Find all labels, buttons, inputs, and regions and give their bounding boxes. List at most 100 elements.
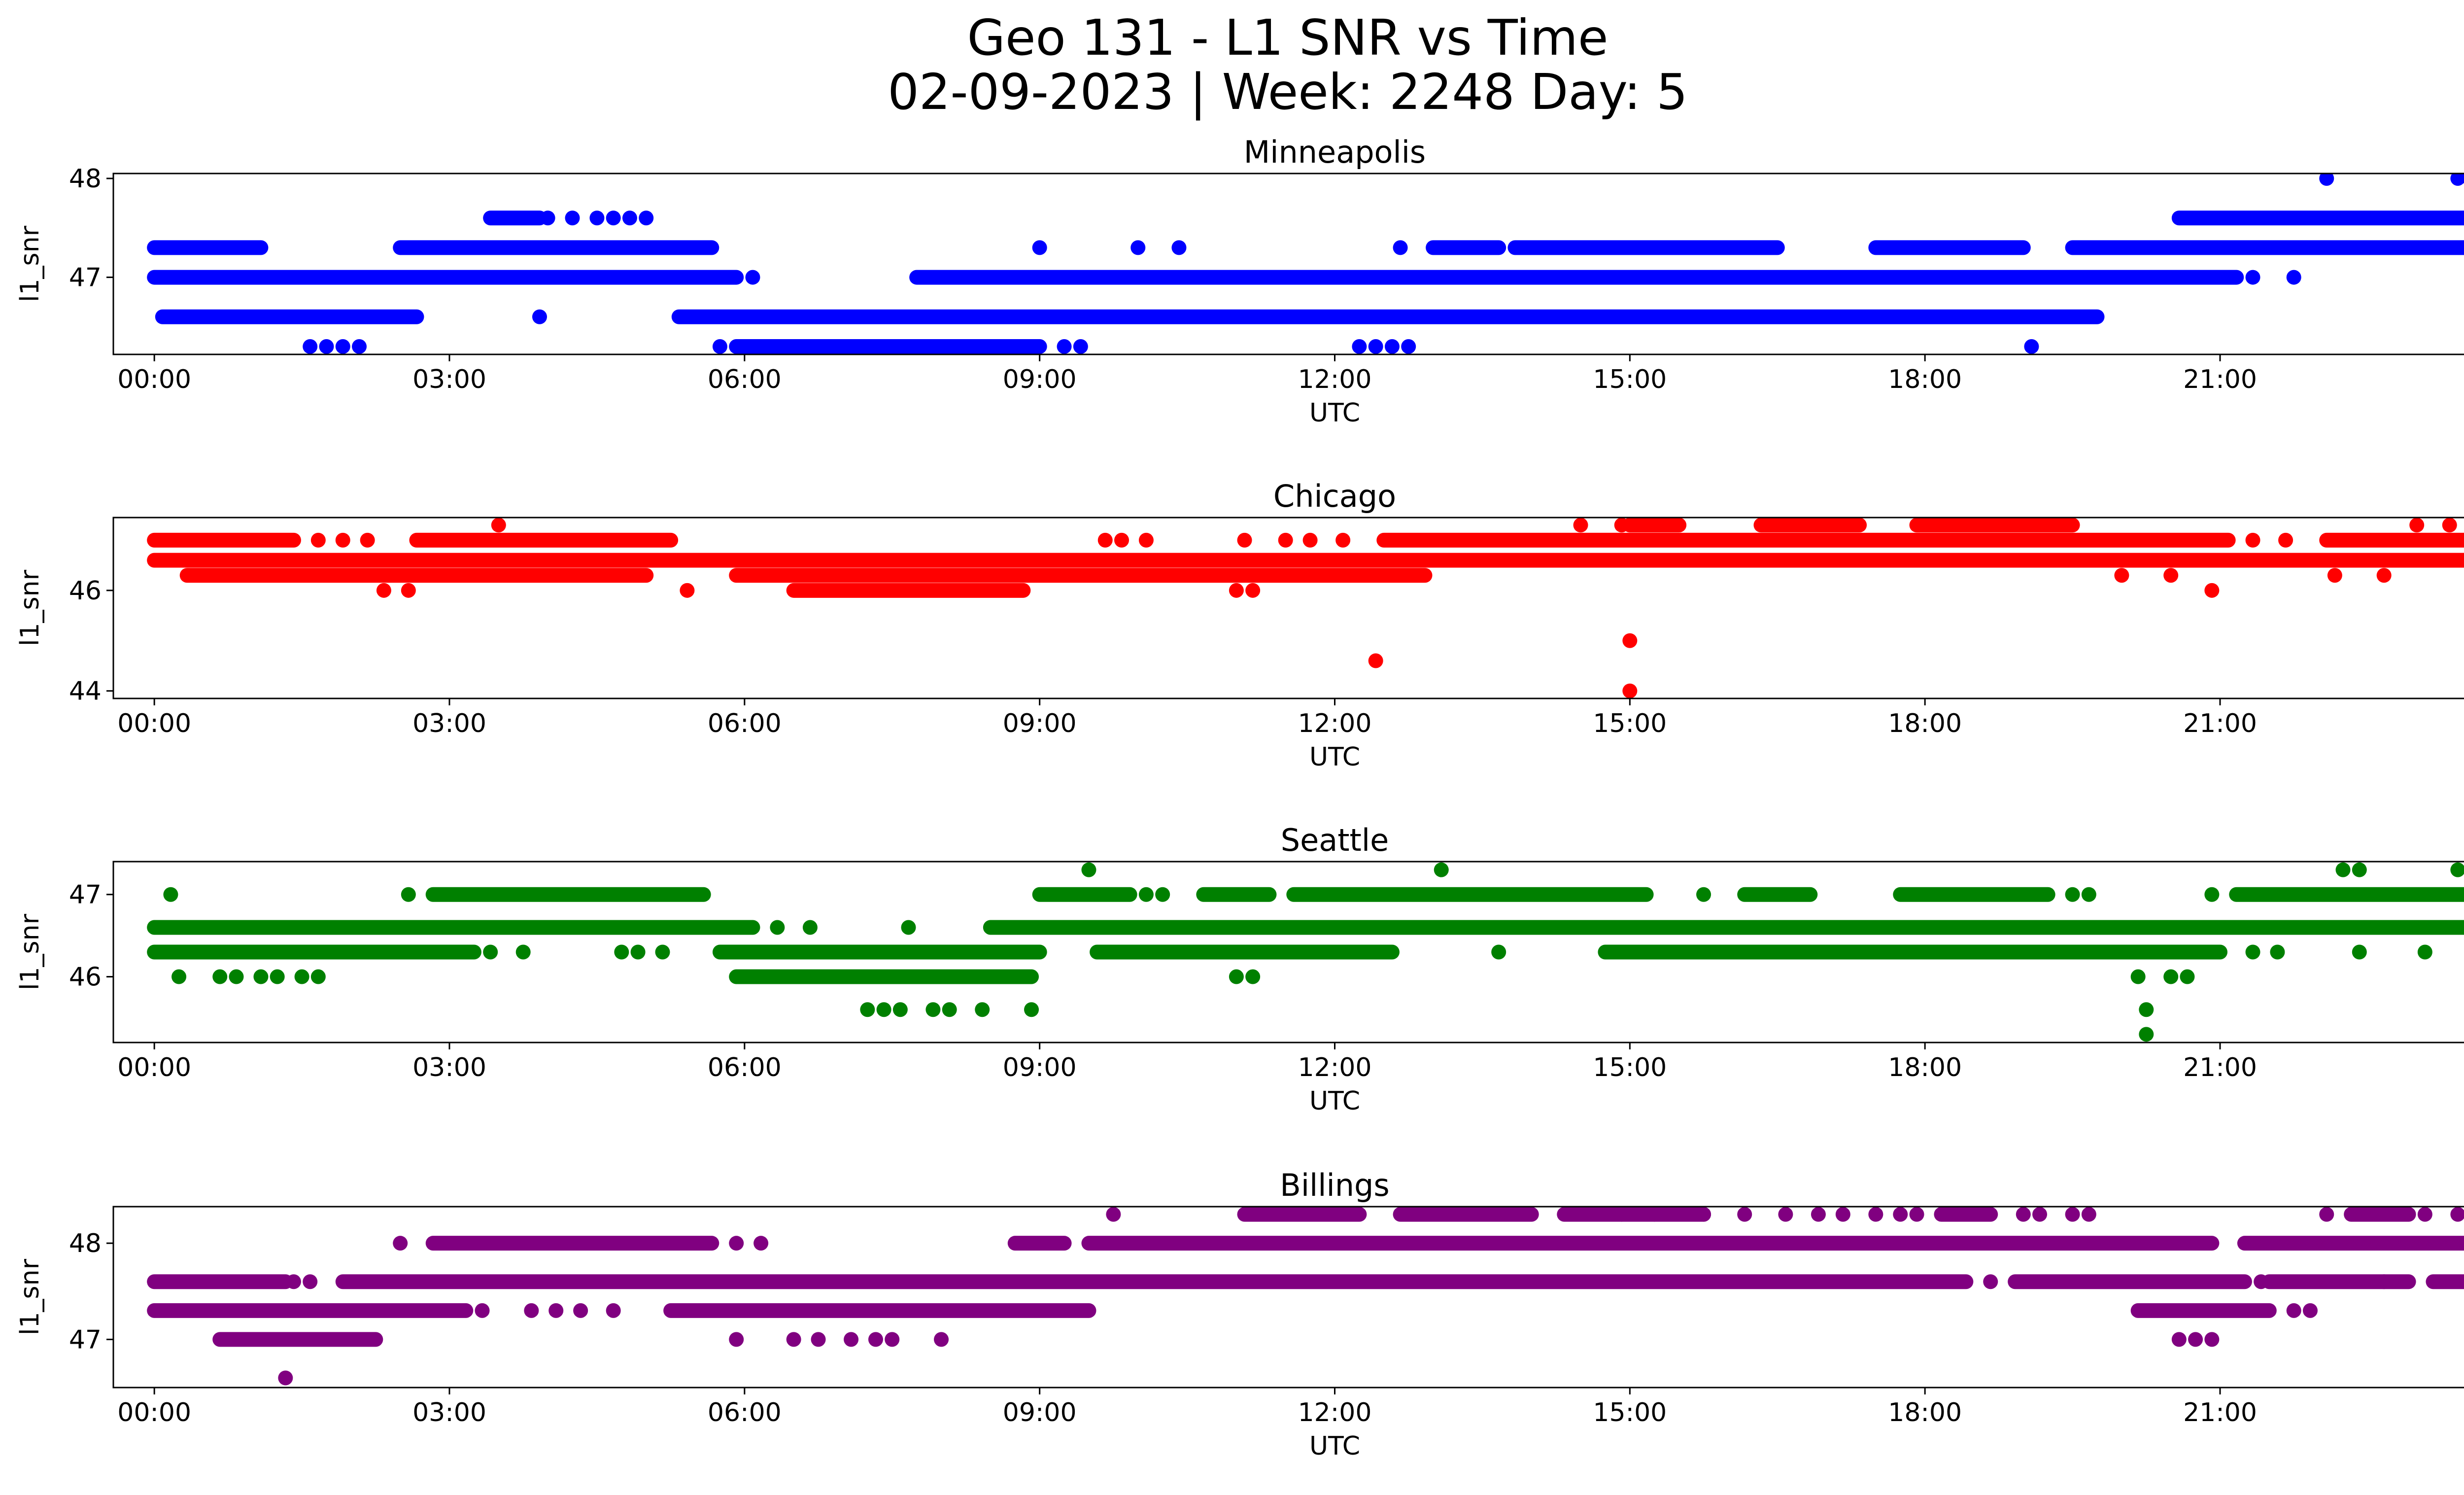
x-tick-label: 03:00 [412, 1398, 486, 1427]
data-point [2188, 1332, 2203, 1347]
data-point [2065, 887, 2080, 902]
data-point [1138, 532, 1154, 548]
data-point [1614, 518, 1629, 533]
data-point [286, 1274, 301, 1289]
data-point [270, 969, 285, 984]
x-tick-label: 18:00 [1888, 1398, 1962, 1427]
data-point [532, 309, 547, 324]
data-point [401, 887, 416, 902]
x-tick-label: 00:00 [117, 1398, 191, 1427]
data-point [335, 339, 350, 354]
data-point [491, 518, 506, 533]
x-tick-label: 12:00 [1298, 1398, 1372, 1427]
data-point [310, 532, 326, 548]
data-point [2417, 1207, 2432, 1222]
y-axis-label: l1_snr [15, 913, 45, 990]
data-point [278, 1370, 293, 1386]
data-point [1352, 339, 1367, 354]
data-point [1278, 532, 1293, 548]
x-tick-label: 06:00 [708, 1053, 782, 1082]
data-point [2450, 1207, 2464, 1222]
x-tick-label: 09:00 [1003, 709, 1077, 738]
x-tick-label: 00:00 [117, 365, 191, 394]
y-axis-label: l1_snr [15, 569, 45, 646]
subplot-chicago: Chicago 00:00 03:00 06:00 09:00 12:00 15:00 18:… [15, 478, 2464, 772]
data-point [876, 1002, 891, 1017]
data-point [868, 1332, 883, 1347]
data-point [1237, 532, 1252, 548]
data-point [1171, 240, 1187, 255]
data-point [360, 532, 375, 548]
data-point [548, 1303, 564, 1318]
x-tick-label: 09:00 [1003, 1053, 1077, 1082]
data-point [1893, 1207, 1908, 1222]
data-point [2286, 1303, 2301, 1318]
data-point [2270, 944, 2285, 960]
data-point [655, 944, 670, 960]
data-point [171, 969, 187, 984]
data-point [786, 1332, 801, 1347]
data-point [2450, 862, 2464, 877]
data-point [2171, 1332, 2187, 1347]
data-point [475, 1303, 490, 1318]
data-point [745, 270, 760, 285]
data-point [1097, 944, 1113, 960]
data-point [1835, 1207, 1850, 1222]
data-point [1401, 339, 1416, 354]
data-point [1393, 240, 1408, 255]
data-point [294, 969, 309, 984]
x-tick-label: 21:00 [2183, 365, 2257, 394]
data-point [1368, 653, 1383, 668]
data-point [212, 969, 228, 984]
data-point [2163, 969, 2179, 984]
data-point [1909, 1207, 1924, 1222]
data-point [2417, 944, 2432, 960]
data-point [2319, 174, 2334, 186]
data-point [335, 532, 350, 548]
x-tick-label: 18:00 [1888, 365, 1962, 394]
data-point [1614, 1207, 1629, 1222]
data-point [844, 1332, 859, 1347]
axes-frame [112, 1206, 2464, 1389]
data-point [1057, 339, 1072, 354]
x-tick-label: 06:00 [708, 1398, 782, 1427]
data-point [1647, 1207, 1662, 1222]
data-point [1491, 944, 1506, 960]
data-point [515, 944, 531, 960]
x-tick-label: 03:00 [412, 1053, 486, 1082]
data-point [1983, 1274, 1998, 1289]
data-point [934, 1332, 949, 1347]
data-point [729, 1236, 744, 1251]
data-point [1737, 1207, 1752, 1222]
data-point [2278, 532, 2293, 548]
data-point [2352, 944, 2367, 960]
x-tick-label: 00:00 [117, 709, 191, 738]
data-point [614, 944, 629, 960]
data-layer [147, 174, 2464, 354]
data-point [2450, 174, 2464, 186]
data-point [565, 210, 580, 226]
data-point [901, 920, 916, 935]
data-point [2024, 339, 2039, 354]
x-tick-label: 12:00 [1298, 365, 1372, 394]
x-tick-label: 06:00 [708, 709, 782, 738]
data-point [2442, 518, 2457, 533]
data-point [2204, 887, 2220, 902]
data-point [802, 920, 818, 935]
data-point [319, 339, 334, 354]
x-axis-label: UTC [1309, 398, 1360, 428]
data-point [2286, 270, 2301, 285]
y-tick-label: 44 [69, 677, 102, 706]
data-point [885, 1332, 900, 1347]
x-axis-label: UTC [1309, 1086, 1360, 1116]
axes-frame [112, 173, 2464, 355]
x-tick-label: 21:00 [2183, 1398, 2257, 1427]
data-point [630, 944, 646, 960]
data-point [163, 887, 178, 902]
data-point [1114, 532, 1129, 548]
data-point [2302, 1303, 2318, 1318]
data-point [860, 1002, 875, 1017]
data-point [2081, 887, 2096, 902]
data-point [680, 583, 695, 598]
